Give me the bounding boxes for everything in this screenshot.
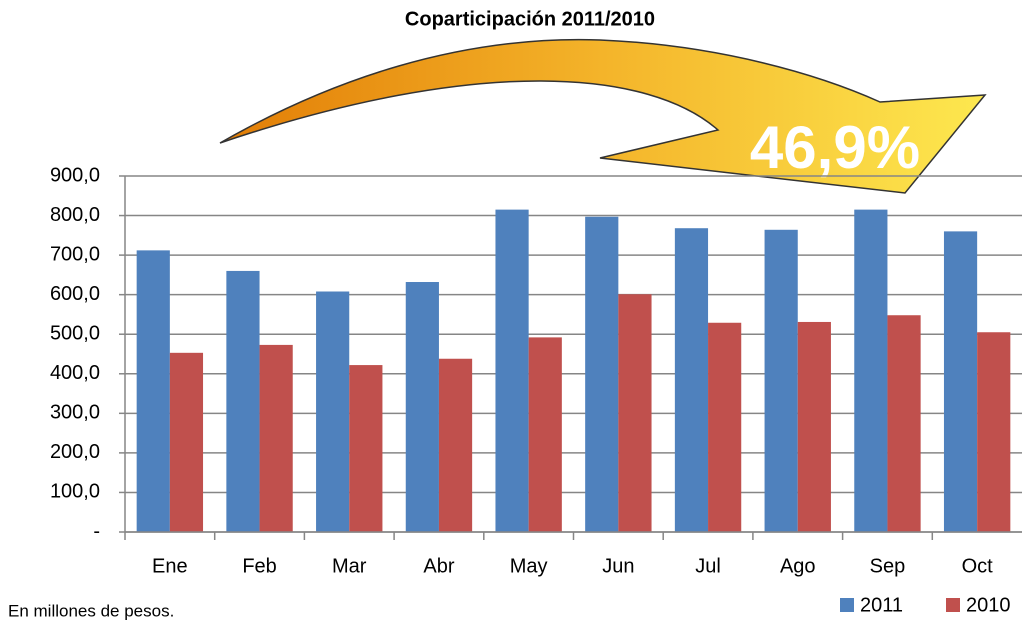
bar: [226, 271, 259, 532]
x-tick-label: Abr: [423, 555, 454, 577]
bar: [137, 250, 170, 532]
x-tick-label: Ene: [152, 555, 188, 577]
bar: [887, 315, 920, 532]
x-tick-label: Feb: [242, 555, 276, 577]
bar: [406, 282, 439, 532]
x-tick-label: Mar: [332, 555, 367, 577]
x-tick-label: Jul: [695, 555, 721, 577]
bar: [798, 322, 831, 532]
y-tick-label: 900,0: [50, 164, 100, 186]
bar: [977, 332, 1010, 532]
bar: [675, 228, 708, 532]
bar: [585, 217, 618, 532]
legend-label: 2010: [966, 594, 1011, 616]
y-tick-label: 500,0: [50, 323, 100, 345]
bar: [439, 359, 472, 532]
bar: [708, 323, 741, 532]
bar: [316, 292, 349, 532]
legend-label: 2011: [860, 594, 903, 616]
bar: [944, 231, 977, 532]
bar: [260, 345, 293, 532]
note: En millones de pesos.: [8, 601, 174, 620]
legend-swatch: [840, 598, 854, 612]
annotation: 46,9%: [750, 114, 920, 181]
y-tick-label: 400,0: [50, 362, 100, 384]
x-tick-label: Sep: [870, 555, 906, 577]
chart: Coparticipación 2011/2010 46,9% En millo…: [0, 0, 1022, 630]
y-tick-label: 200,0: [50, 441, 100, 463]
legend-swatch: [946, 598, 960, 612]
y-tick-label: 700,0: [50, 243, 100, 265]
bar: [170, 353, 203, 532]
x-tick-label: Ago: [780, 555, 816, 577]
bar: [495, 210, 528, 532]
x-tick-label: Jun: [602, 555, 634, 577]
y-tick-label: 800,0: [50, 204, 100, 226]
bar: [349, 365, 382, 532]
x-tick-label: May: [510, 555, 548, 577]
y-tick-label: 100,0: [50, 481, 100, 503]
chart-title: Coparticipación 2011/2010: [405, 8, 655, 30]
x-tick-label: Oct: [962, 555, 994, 577]
bar: [854, 210, 887, 532]
bar: [529, 337, 562, 532]
y-tick-label: 300,0: [50, 402, 100, 424]
bar: [765, 230, 798, 532]
y-tick-label: 600,0: [50, 283, 100, 305]
y-tick-label: -: [93, 520, 100, 542]
bar: [618, 294, 651, 532]
